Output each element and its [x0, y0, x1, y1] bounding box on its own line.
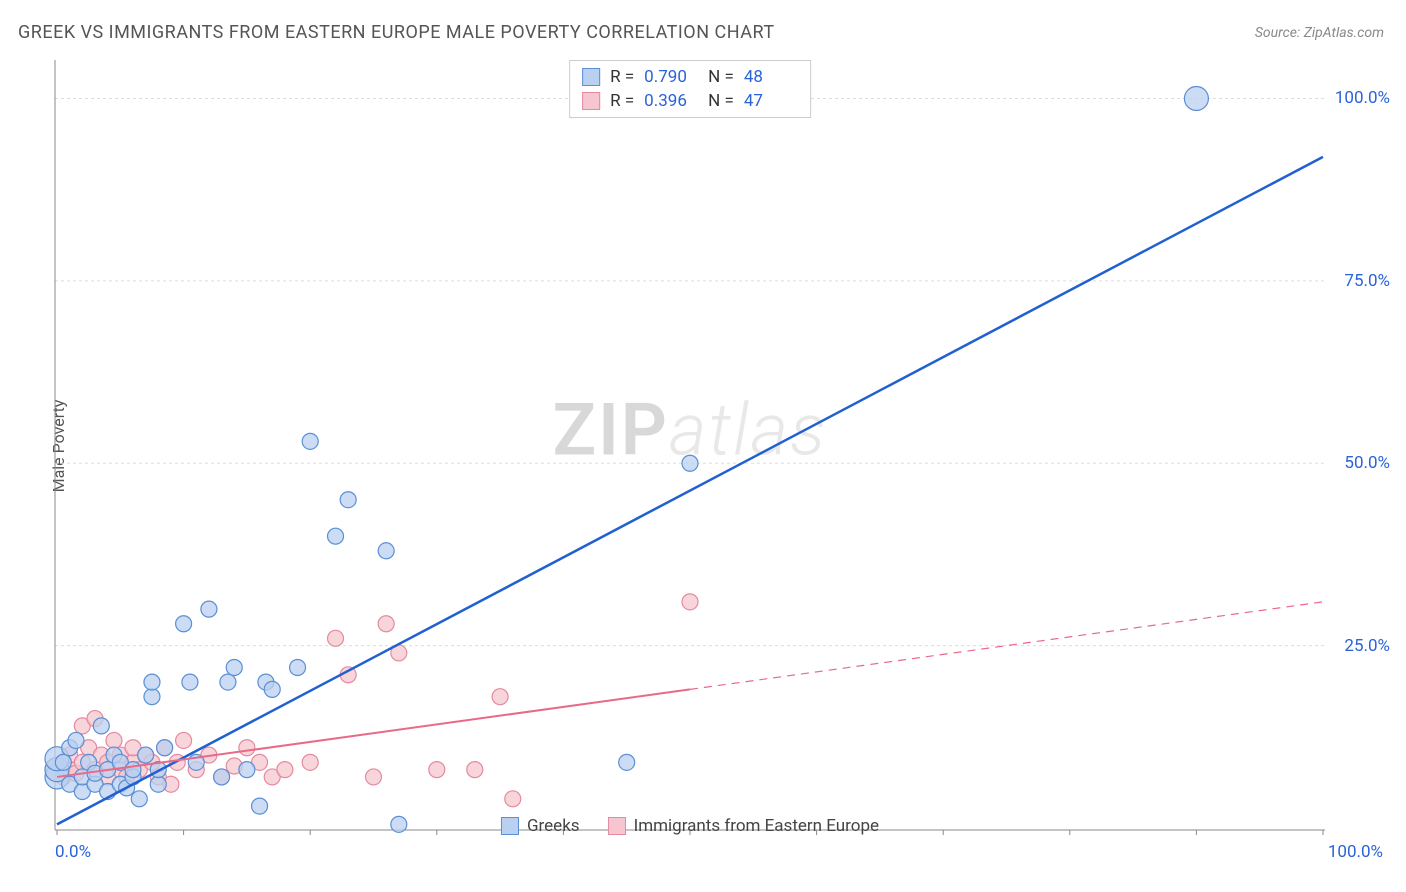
stats-row-greeks: R = 0.790 N = 48 [582, 65, 798, 89]
y-tick-label: 100.0% [1335, 88, 1390, 108]
series-legend: Greeks Immigrants from Eastern Europe [501, 816, 879, 836]
chart-title: GREEK VS IMMIGRANTS FROM EASTERN EUROPE … [18, 22, 775, 43]
x-tick-min: 0.0% [55, 842, 91, 862]
legend-swatch-greeks [501, 817, 519, 835]
swatch-greeks [582, 68, 600, 86]
stat-n-greeks: 48 [744, 67, 798, 87]
scatter-chart [55, 60, 1325, 830]
y-tick-label: 75.0% [1344, 271, 1390, 291]
y-tick-label: 50.0% [1344, 453, 1390, 473]
stat-r-greeks: 0.790 [644, 67, 698, 87]
legend-item-greeks: Greeks [501, 816, 580, 836]
swatch-immigrants [582, 92, 600, 110]
stat-label-n: N = [708, 91, 734, 111]
legend-label-immigrants: Immigrants from Eastern Europe [634, 816, 879, 836]
stat-label-r: R = [610, 91, 634, 111]
legend-swatch-immigrants [608, 817, 626, 835]
stats-row-immigrants: R = 0.396 N = 47 [582, 89, 798, 113]
stat-label-r: R = [610, 67, 634, 87]
y-tick-label: 25.0% [1344, 636, 1390, 656]
x-tick-max: 100.0% [1328, 842, 1383, 862]
correlation-stats-legend: R = 0.790 N = 48 R = 0.396 N = 47 [569, 60, 811, 118]
chart-plot-area: ZIPatlas R = 0.790 N = 48 R = 0.396 N = … [55, 60, 1325, 830]
stat-n-immigrants: 47 [744, 91, 798, 111]
legend-label-greeks: Greeks [527, 816, 580, 836]
source-attribution: Source: ZipAtlas.com [1255, 25, 1384, 41]
stat-label-n: N = [708, 67, 734, 87]
stat-r-immigrants: 0.396 [644, 91, 698, 111]
legend-item-immigrants: Immigrants from Eastern Europe [608, 816, 879, 836]
